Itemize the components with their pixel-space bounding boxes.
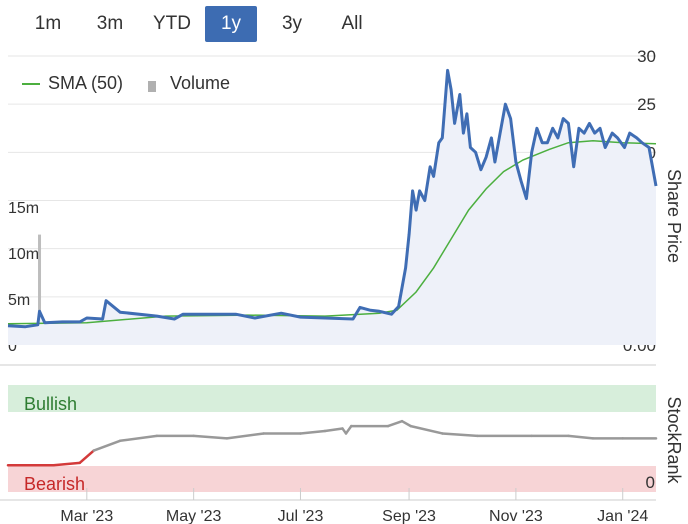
stockrank-segment	[118, 434, 159, 443]
x-axis: Mar '23 May '23 Jul '23 Sep '23 Nov '23 Jan '…	[60, 488, 648, 524]
x-tick-label: May '23	[166, 508, 222, 524]
volume-tick-label: 10m	[8, 246, 39, 263]
volume-axis: 15m 10m 5m 0	[8, 200, 39, 355]
x-tick-label: Nov '23	[489, 508, 543, 524]
stockrank-segment	[52, 461, 82, 467]
stockrank-segment	[323, 427, 344, 433]
range-tab-ytd[interactable]: YTD	[153, 13, 191, 34]
range-tab-1y[interactable]: 1y	[205, 6, 257, 42]
stockrank-segment	[567, 434, 595, 440]
stockrank-segment	[441, 432, 479, 438]
x-tick-label: Mar '23	[60, 508, 113, 524]
stockrank-segment	[400, 419, 413, 428]
stockrank-segment	[92, 439, 122, 452]
bearish-label: Bearish	[24, 474, 85, 494]
price-area-fill	[8, 70, 656, 346]
range-tab-3m[interactable]: 3m	[96, 13, 124, 34]
stockrank-segment	[344, 424, 353, 435]
stockrank-segment	[386, 419, 404, 428]
volume-tick-label: 5m	[8, 292, 30, 309]
stockrank-segment	[192, 434, 229, 440]
price-line	[7, 68, 658, 329]
volume-tick-label: 0	[8, 338, 17, 355]
volume-bar	[38, 234, 42, 345]
stockrank-line	[6, 419, 658, 467]
x-tick-label: Jan '24	[597, 508, 648, 524]
stockrank-axis-title: StockRank	[664, 396, 684, 484]
price-tick-label: 30	[637, 47, 656, 66]
volume-tick-label: 15m	[8, 200, 39, 217]
bullish-label: Bullish	[24, 394, 77, 414]
stockrank-tick-0: 0	[646, 473, 655, 492]
range-tab-3y[interactable]: 3y	[281, 13, 303, 34]
x-tick-label: Sep '23	[382, 508, 436, 524]
range-tab-all[interactable]: All	[341, 13, 363, 34]
volume-legend-swatch	[148, 81, 156, 92]
stockrank-segment	[409, 424, 444, 435]
stockrank-segment	[225, 432, 265, 440]
stockrank-segment	[78, 449, 96, 465]
range-tab-1m[interactable]: 1m	[34, 13, 62, 34]
price-tick-label: 25	[637, 95, 656, 114]
bearish-band	[8, 466, 656, 492]
bullish-band	[8, 385, 656, 412]
volume-legend-label[interactable]: Volume	[170, 73, 231, 93]
price-axis-title: Share Price	[664, 169, 684, 263]
x-tick-label: Jul '23	[278, 508, 324, 524]
sma-legend-label[interactable]: SMA (50)	[48, 73, 124, 93]
sma-legend-swatch	[22, 83, 40, 85]
stockrank-segment	[299, 429, 327, 435]
